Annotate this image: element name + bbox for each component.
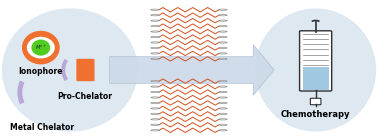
Ellipse shape <box>151 9 159 10</box>
Ellipse shape <box>151 47 159 49</box>
Ellipse shape <box>151 80 159 82</box>
Ellipse shape <box>151 119 159 120</box>
Text: Ionophore: Ionophore <box>19 67 63 76</box>
Text: Chemotherapy: Chemotherapy <box>281 110 350 119</box>
Ellipse shape <box>219 20 227 21</box>
Ellipse shape <box>219 47 227 49</box>
Ellipse shape <box>219 9 227 10</box>
Ellipse shape <box>219 42 227 43</box>
Ellipse shape <box>219 36 227 38</box>
Ellipse shape <box>219 119 227 120</box>
Ellipse shape <box>151 108 159 109</box>
Ellipse shape <box>219 31 227 32</box>
FancyBboxPatch shape <box>299 31 332 91</box>
Ellipse shape <box>219 130 227 131</box>
Ellipse shape <box>151 86 159 87</box>
Ellipse shape <box>151 20 159 21</box>
Ellipse shape <box>219 53 227 54</box>
Ellipse shape <box>151 15 159 16</box>
Bar <box>302 67 328 90</box>
Text: Pro-Chelator: Pro-Chelator <box>57 92 112 101</box>
Ellipse shape <box>151 91 159 93</box>
Ellipse shape <box>219 25 227 27</box>
Ellipse shape <box>2 8 138 132</box>
Ellipse shape <box>151 36 159 38</box>
Ellipse shape <box>219 97 227 98</box>
Ellipse shape <box>219 58 227 59</box>
Text: $M^{n+}$: $M^{n+}$ <box>35 43 47 52</box>
Ellipse shape <box>151 53 159 54</box>
Ellipse shape <box>219 86 227 87</box>
Text: Metal Chelator: Metal Chelator <box>9 123 74 132</box>
Ellipse shape <box>151 102 159 104</box>
Ellipse shape <box>151 130 159 131</box>
Ellipse shape <box>219 113 227 115</box>
Ellipse shape <box>255 8 376 132</box>
Ellipse shape <box>151 31 159 32</box>
Ellipse shape <box>151 42 159 43</box>
Ellipse shape <box>219 15 227 16</box>
FancyBboxPatch shape <box>76 59 94 81</box>
Ellipse shape <box>151 113 159 115</box>
Ellipse shape <box>31 40 50 56</box>
Ellipse shape <box>22 31 60 64</box>
Ellipse shape <box>151 25 159 27</box>
Ellipse shape <box>219 91 227 93</box>
FancyBboxPatch shape <box>310 98 321 105</box>
Ellipse shape <box>151 58 159 59</box>
Ellipse shape <box>219 108 227 109</box>
Ellipse shape <box>219 124 227 125</box>
Ellipse shape <box>219 102 227 104</box>
Ellipse shape <box>27 37 55 59</box>
Polygon shape <box>110 45 274 95</box>
Ellipse shape <box>151 124 159 125</box>
Ellipse shape <box>151 97 159 98</box>
Ellipse shape <box>219 80 227 82</box>
